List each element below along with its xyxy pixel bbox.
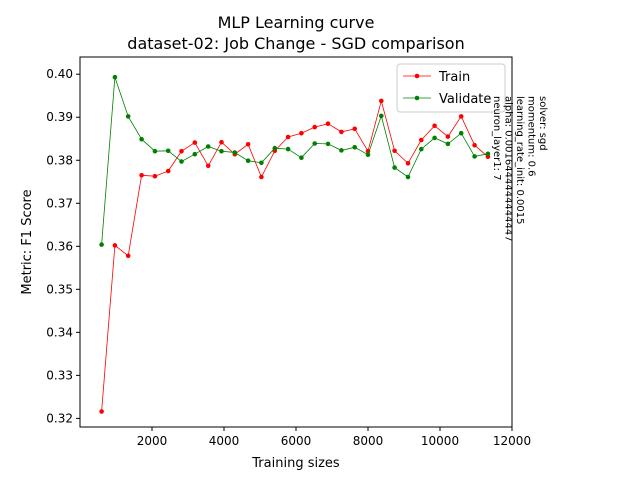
y-axis-label: Metric: F1 Score	[20, 189, 35, 294]
validate-data-point	[219, 148, 224, 154]
train-data-point	[245, 142, 251, 147]
train-series-line	[101, 99, 489, 412]
train-data-point	[125, 253, 131, 259]
legend-validate-marker	[414, 95, 420, 101]
x-tick-label: 12000	[493, 434, 531, 448]
y-tick-label: 0.36	[46, 239, 73, 253]
chart-subtitle: dataset-02: Job Change - SGD comparison	[127, 34, 464, 53]
train-data-point	[299, 130, 304, 136]
hyperparameter-annotation: solver: sgdmomentum: 0.6learning_rate_in…	[491, 96, 548, 242]
validate-data-point	[312, 141, 318, 146]
legend-train-marker	[414, 73, 420, 79]
train-data-point	[179, 148, 184, 154]
x-axis-label: Training sizes	[251, 456, 340, 471]
train-data-point	[432, 123, 437, 129]
y-tick-label: 0.34	[46, 325, 73, 339]
validate-data-point	[99, 242, 104, 247]
train-data-point	[99, 409, 104, 414]
validate-data-point	[325, 141, 331, 147]
validate-data-point	[299, 155, 304, 160]
validate-data-point	[205, 144, 211, 149]
x-tick-label: 8000	[353, 434, 384, 448]
validate-data-point	[392, 165, 397, 170]
validate-data-point	[485, 151, 491, 157]
hyperparameter-line: neuron_layer1: 7	[491, 96, 502, 181]
legend-validate-label: Validate	[439, 92, 491, 107]
x-tick-label: 2000	[137, 434, 168, 448]
train-data-point	[472, 142, 477, 148]
train-data-point	[392, 148, 397, 154]
validate-data-point	[472, 154, 477, 159]
validate-data-point	[432, 135, 437, 141]
train-data-point	[352, 126, 358, 132]
validate-data-point	[232, 150, 238, 155]
validate-data-point	[112, 74, 118, 80]
validate-data-point	[419, 146, 424, 152]
validate-data-point	[352, 145, 358, 150]
validate-data-point	[365, 152, 371, 157]
plot-area	[99, 74, 491, 414]
validate-data-point	[125, 114, 131, 119]
validate-data-point	[139, 136, 144, 142]
train-data-point	[405, 161, 411, 166]
hyperparameter-line: alpha: 0.0016444444444447	[503, 96, 514, 242]
y-tick-label: 0.40	[46, 67, 73, 81]
validate-data-point	[405, 174, 411, 180]
x-axis-ticks: 2000 4000 6000 8000 10000 12000	[137, 427, 531, 448]
y-tick-label: 0.33	[46, 368, 73, 382]
train-data-point	[165, 168, 171, 174]
train-data-point	[219, 139, 224, 145]
train-data-point	[259, 174, 264, 180]
y-tick-label: 0.35	[46, 282, 73, 296]
hyperparameter-line: learning_rate_init: 0.0015	[514, 96, 525, 224]
train-data-point	[152, 173, 158, 179]
train-data-point	[139, 173, 144, 178]
validate-data-point	[165, 148, 171, 154]
hyperparameter-line: solver: sgd	[537, 96, 548, 151]
hyperparameter-text: solver: sgdmomentum: 0.6learning_rate_in…	[491, 96, 548, 242]
y-tick-label: 0.32	[46, 411, 73, 425]
train-data-point	[312, 124, 318, 130]
validate-data-point	[339, 148, 344, 153]
validate-data-point	[152, 148, 158, 154]
train-data-point	[458, 114, 464, 119]
train-data-point	[419, 137, 424, 143]
legend: Train Validate	[396, 63, 506, 113]
y-axis-ticks: 0.32 0.33 0.34 0.35 0.36 0.37 0.38 0.39 0.40	[46, 67, 80, 425]
y-tick-label: 0.38	[46, 153, 73, 167]
chart-title: MLP Learning curve	[218, 13, 375, 32]
validate-data-point	[445, 141, 451, 147]
validate-data-point	[285, 146, 291, 152]
y-tick-label: 0.39	[46, 110, 73, 124]
train-data-point	[339, 129, 344, 135]
validate-data-point	[192, 151, 198, 157]
y-tick-label: 0.37	[46, 196, 73, 210]
train-data-point	[445, 134, 451, 139]
train-data-point	[192, 140, 198, 145]
validate-data-point	[179, 159, 184, 164]
train-data-point	[325, 121, 331, 126]
legend-train-label: Train	[438, 70, 470, 85]
train-data-point	[205, 163, 211, 169]
validate-data-point	[245, 158, 251, 163]
x-tick-label: 6000	[281, 434, 312, 448]
x-tick-label: 4000	[209, 434, 240, 448]
validate-data-point	[259, 160, 264, 166]
train-data-point	[112, 243, 118, 248]
x-tick-label: 10000	[421, 434, 459, 448]
hyperparameter-line: momentum: 0.6	[526, 96, 537, 177]
validate-data-point	[379, 113, 384, 119]
validate-data-point	[458, 130, 464, 136]
validate-data-point	[272, 145, 278, 151]
train-data-point	[379, 98, 384, 104]
train-data-point	[285, 134, 291, 140]
